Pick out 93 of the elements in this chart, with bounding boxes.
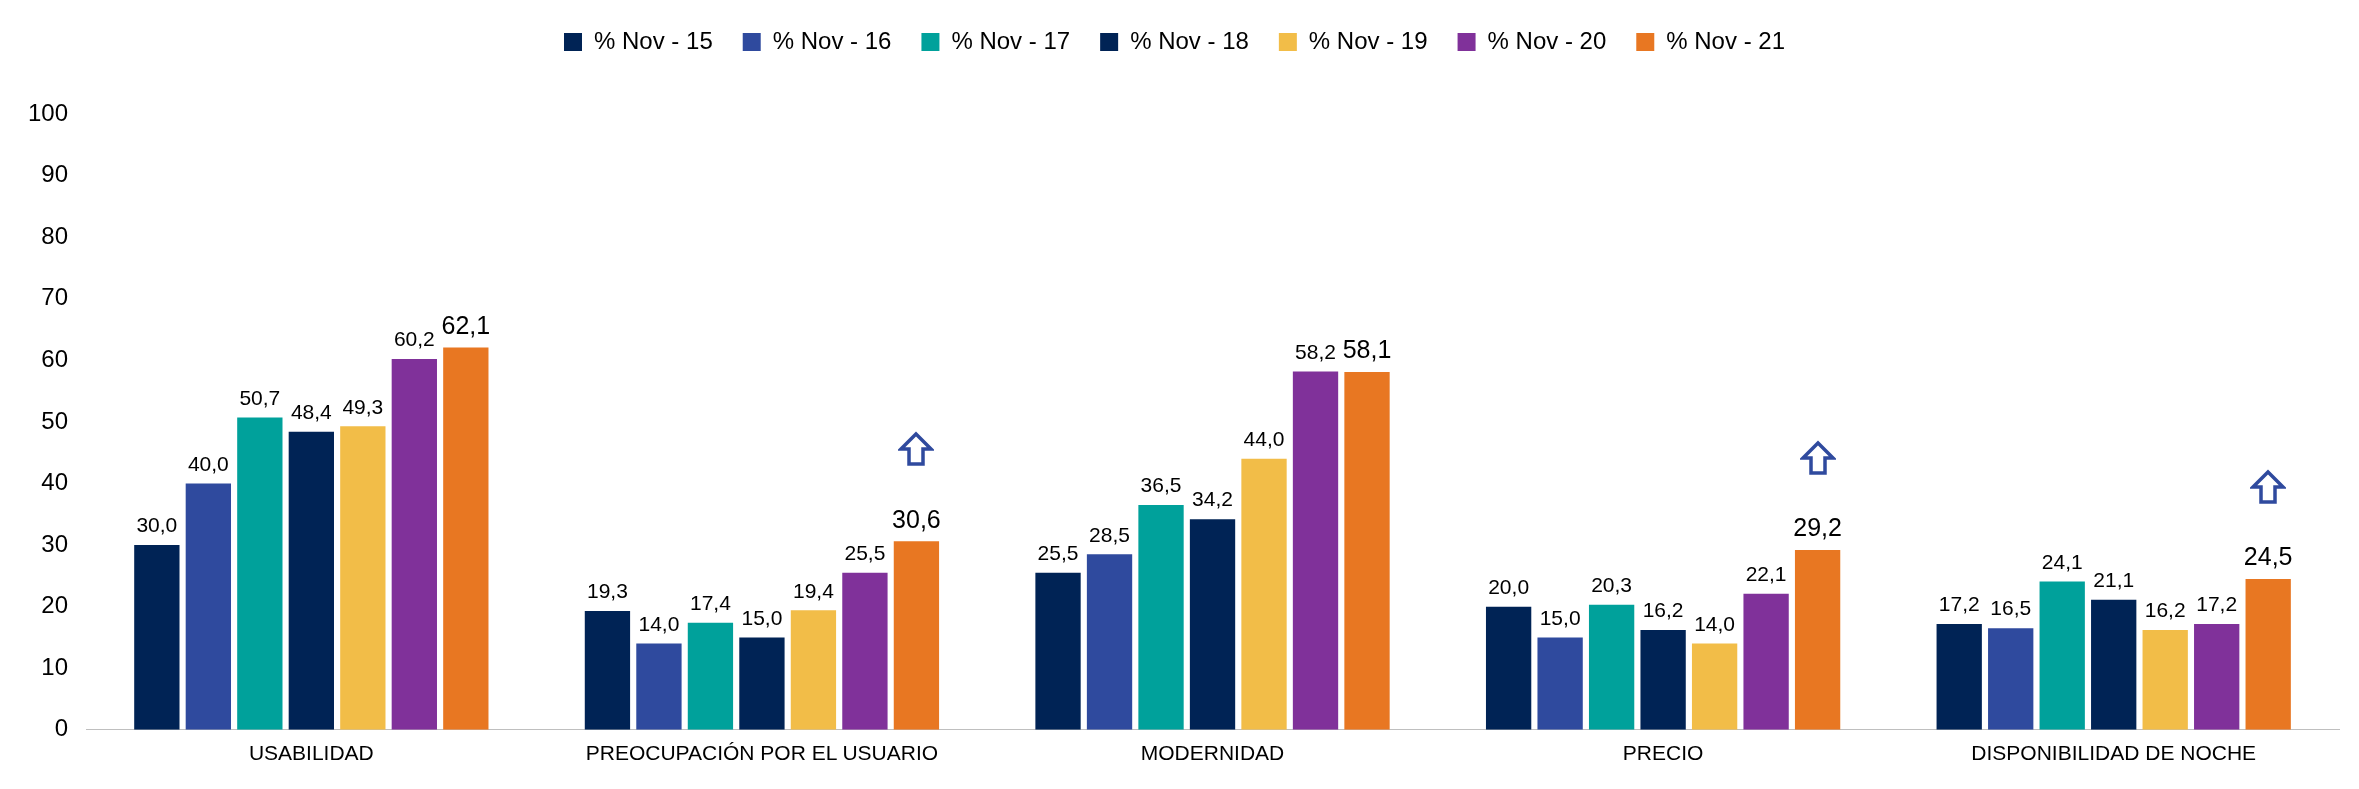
bar: [2039, 581, 2085, 730]
bar: [584, 610, 631, 730]
bar: [185, 483, 232, 730]
bar: [1691, 643, 1738, 730]
y-tick-label: 50: [41, 406, 69, 434]
y-tick-label: 40: [41, 468, 69, 496]
bar: [237, 417, 283, 730]
data-label: 16,5: [1990, 596, 2032, 620]
data-label: 60,2: [393, 327, 435, 351]
bar: [1035, 572, 1081, 730]
legend-label: % Nov - 16: [772, 26, 892, 54]
legend-label: % Nov - 17: [951, 26, 1071, 54]
bar: [1344, 372, 1390, 730]
bar: [2194, 623, 2240, 730]
y-tick-label: 0: [54, 714, 69, 742]
data-label: 16,2: [1642, 598, 1684, 622]
data-label: 16,2: [2144, 598, 2186, 622]
data-label: 15,0: [1539, 605, 1581, 629]
legend-label: % Nov - 18: [1130, 26, 1249, 54]
bar: [1485, 606, 1532, 730]
data-label: 22,1: [1745, 562, 1787, 586]
data-label: 15,0: [741, 605, 783, 629]
legend-label: % Nov - 21: [1666, 26, 1785, 54]
y-tick-label: 70: [41, 283, 69, 311]
bar: [1138, 505, 1184, 730]
bar: [1743, 593, 1789, 730]
bar: [2245, 578, 2291, 730]
bar: [134, 545, 180, 730]
y-tick-label: 30: [41, 529, 69, 557]
bar: [687, 622, 734, 730]
data-label: 50,7: [239, 385, 281, 409]
x-tick-label: PRECIO: [1622, 741, 1704, 765]
data-label: 24,5: [2243, 542, 2293, 571]
bar: [739, 637, 785, 730]
data-label: 19,4: [792, 578, 835, 602]
x-tick-label: PREOCUPACIÓN POR EL USUARIO: [585, 741, 939, 765]
bar: [1189, 519, 1236, 730]
data-label: 29,2: [1793, 513, 1842, 542]
data-label: 30,0: [136, 513, 178, 537]
legend-label: % Nov - 19: [1308, 26, 1428, 54]
bar: [340, 426, 386, 730]
data-label: 24,1: [2041, 549, 2083, 573]
bar: [1640, 630, 1686, 730]
bar: [1537, 637, 1583, 730]
bar: [1086, 554, 1133, 730]
bar: [790, 610, 837, 730]
y-tick-label: 80: [41, 221, 69, 249]
bar: [2142, 630, 2188, 730]
data-label: 44,0: [1243, 427, 1285, 451]
y-tick-label: 20: [41, 591, 69, 619]
data-label: 58,1: [1342, 335, 1392, 364]
data-label: 58,2: [1295, 339, 1336, 363]
y-tick-label: 100: [28, 98, 69, 126]
data-label: 28,5: [1089, 522, 1130, 546]
bar: [391, 359, 437, 730]
x-tick-label: MODERNIDAD: [1140, 741, 1285, 765]
data-label: 14,0: [638, 611, 680, 635]
data-label: 17,2: [1938, 592, 1980, 616]
bar: [1988, 628, 2034, 730]
x-tick-label: DISPONIBILIDAD DE NOCHE: [1971, 741, 2257, 765]
data-label: 36,5: [1140, 473, 1182, 497]
bar: [636, 643, 682, 730]
legend-label: % Nov - 20: [1487, 26, 1607, 54]
data-label: 19,3: [587, 579, 628, 603]
bar: [1241, 458, 1287, 730]
data-label: 25,5: [1037, 541, 1079, 565]
data-label: 20,0: [1488, 574, 1530, 598]
data-label: 17,2: [2196, 592, 2238, 616]
y-tick-label: 60: [41, 344, 69, 372]
x-tick-label: USABILIDAD: [248, 741, 374, 765]
data-label: 48,4: [290, 400, 333, 424]
data-label: 17,4: [690, 590, 732, 614]
data-label: 40,0: [187, 451, 229, 475]
bar: [443, 347, 489, 730]
y-tick-label: 90: [41, 160, 69, 188]
data-label: 21,1: [2093, 568, 2135, 592]
bar: [2091, 599, 2137, 730]
data-label: 62,1: [441, 310, 491, 339]
data-label: 20,3: [1591, 573, 1633, 597]
bar: [893, 541, 940, 730]
data-label: 34,2: [1192, 487, 1233, 511]
data-label: 30,6: [892, 504, 941, 533]
data-label: 25,5: [844, 541, 886, 565]
bar: [1588, 604, 1635, 730]
bar: [1292, 371, 1339, 730]
bar: [842, 572, 888, 730]
data-label: 49,3: [342, 394, 384, 418]
bar: [1936, 623, 1982, 730]
y-tick-label: 10: [41, 652, 69, 680]
data-label: 14,0: [1694, 611, 1736, 635]
bar: [288, 431, 334, 730]
bar: [1794, 549, 1841, 730]
legend-label: % Nov - 15: [594, 26, 713, 54]
